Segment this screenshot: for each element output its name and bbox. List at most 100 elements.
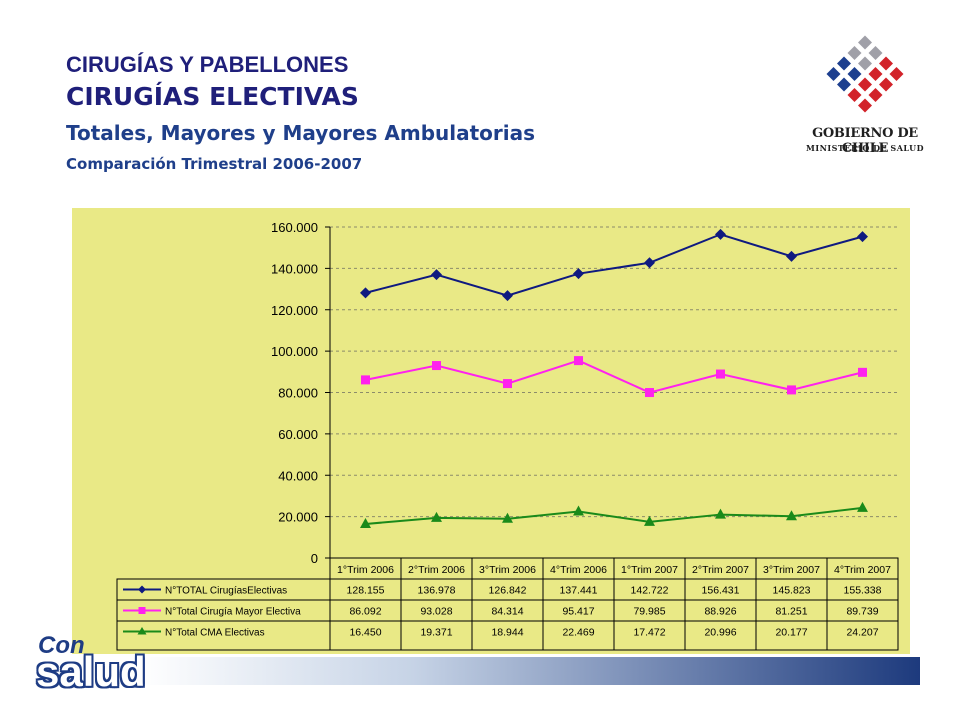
chart-panel: 0 20.000 40.000 60.000 80.000 100.000 120.000 1… (72, 208, 910, 654)
emblem-diamond (847, 67, 862, 81)
data-table-value: 16.450 (349, 627, 381, 639)
x-category-label: 4°Trim 2006 (550, 564, 607, 576)
data-table-value: 81.251 (775, 606, 807, 618)
data-point (715, 228, 726, 240)
emblem-diamond (889, 67, 904, 81)
data-table-value: 137.441 (560, 585, 598, 597)
gobierno-logo: GOBIERNO DE CHILE MINISTERIO DE SALUD (790, 30, 940, 160)
data-point (573, 268, 584, 280)
data-point (644, 257, 655, 269)
y-tick-label: 100.000 (271, 344, 318, 359)
legend-marker (138, 585, 146, 594)
legend-label: N°TOTAL CirugíasElectivas (165, 586, 287, 597)
legend-marker (137, 627, 147, 635)
data-table-value: 155.338 (844, 585, 882, 597)
data-point (786, 510, 797, 521)
emblem-diamond (847, 46, 862, 60)
data-table-value: 19.371 (420, 627, 452, 639)
logo-name: GOBIERNO DE CHILE (812, 126, 918, 156)
data-table-value: 20.996 (704, 627, 736, 639)
emblem-diamond (868, 67, 883, 81)
y-tick-label: 160.000 (271, 220, 318, 235)
y-tick-label: 0 (311, 551, 318, 566)
data-table-value: 18.944 (491, 627, 523, 639)
emblem-diamond (858, 56, 872, 71)
data-table-value: 88.926 (704, 606, 736, 618)
section-title: CIRUGÍAS Y PABELLONES (66, 52, 349, 77)
x-category-label: 4°Trim 2007 (834, 564, 891, 576)
emblem-diamond (858, 77, 872, 92)
data-point (716, 369, 725, 379)
emblem-diamond (826, 67, 841, 81)
data-point (431, 511, 442, 522)
series-line (365, 359, 863, 394)
x-category-label: 3°Trim 2006 (479, 564, 536, 576)
page-subtitle: Totales, Mayores y Mayores Ambulatorias (66, 121, 536, 145)
data-table-value: 142.722 (631, 585, 669, 597)
y-tick-label: 80.000 (278, 386, 318, 401)
data-table-value: 20.177 (775, 627, 807, 639)
data-table-value: 84.314 (491, 606, 523, 618)
data-table-value: 17.472 (633, 627, 665, 639)
y-tick-label: 20.000 (278, 510, 318, 525)
data-table-value: 93.028 (420, 606, 452, 618)
data-point (574, 356, 583, 366)
line-chart: 0 20.000 40.000 60.000 80.000 100.000 120.000 1… (116, 220, 899, 651)
data-table-value: 136.978 (418, 585, 456, 597)
footer-band (140, 657, 920, 685)
data-point (644, 515, 655, 526)
consalud-brand-logo: Con salud (36, 632, 148, 695)
y-tick-label: 120.000 (271, 303, 318, 318)
data-point (573, 505, 584, 516)
data-table-value: 86.092 (349, 606, 381, 618)
x-category-label: 2°Trim 2007 (692, 564, 749, 576)
emblem-diamond (837, 77, 851, 92)
data-table-value: 156.431 (702, 585, 740, 597)
table-body (116, 578, 899, 651)
emblem-diamond (837, 56, 851, 71)
series-line (365, 506, 863, 525)
legend-label: N°Total CMA Electivas (165, 628, 265, 639)
legend-label: N°Total Cirugía Mayor Electiva (165, 607, 301, 618)
data-point (361, 375, 370, 385)
data-point (715, 508, 726, 519)
y-tick-label: 60.000 (278, 427, 318, 442)
data-point (857, 231, 868, 243)
data-table-value: 128.155 (347, 585, 385, 597)
data-point (502, 290, 513, 302)
data-table-value: 24.207 (846, 627, 878, 639)
data-point (786, 250, 797, 262)
x-category-label: 3°Trim 2007 (763, 564, 820, 576)
data-point (431, 269, 442, 281)
x-category-label: 2°Trim 2006 (408, 564, 465, 576)
data-table-value: 145.823 (773, 585, 811, 597)
data-point (787, 385, 796, 395)
data-table-value: 89.739 (846, 606, 878, 618)
y-tick-label: 40.000 (278, 468, 318, 483)
data-point (645, 388, 654, 398)
data-point (502, 512, 513, 523)
data-point (857, 501, 868, 512)
emblem-diamond (858, 35, 872, 50)
logo-subtitle: MINISTERIO DE SALUD (805, 143, 925, 153)
legend-marker (138, 607, 146, 614)
data-point (858, 367, 867, 377)
brand-line-2: salud (36, 648, 146, 695)
emblem-diamond (879, 77, 893, 92)
emblem-diamond (868, 88, 883, 102)
x-category-label: 1°Trim 2007 (621, 564, 678, 576)
gobierno-emblem-icon (826, 35, 904, 113)
data-point (432, 361, 441, 371)
data-table-value: 95.417 (562, 606, 594, 618)
emblem-diamond (879, 56, 893, 71)
data-table-value: 126.842 (489, 585, 527, 597)
x-category-label: 1°Trim 2006 (337, 564, 394, 576)
page-title: CIRUGÍAS ELECTIVAS (66, 82, 359, 111)
brand-line-1: Con (38, 632, 85, 659)
emblem-diamond (868, 46, 883, 60)
data-point (360, 517, 371, 528)
data-table-value: 79.985 (633, 606, 665, 618)
data-point (360, 287, 371, 299)
data-table-value: 22.469 (562, 627, 594, 639)
emblem-diamond (847, 88, 862, 102)
